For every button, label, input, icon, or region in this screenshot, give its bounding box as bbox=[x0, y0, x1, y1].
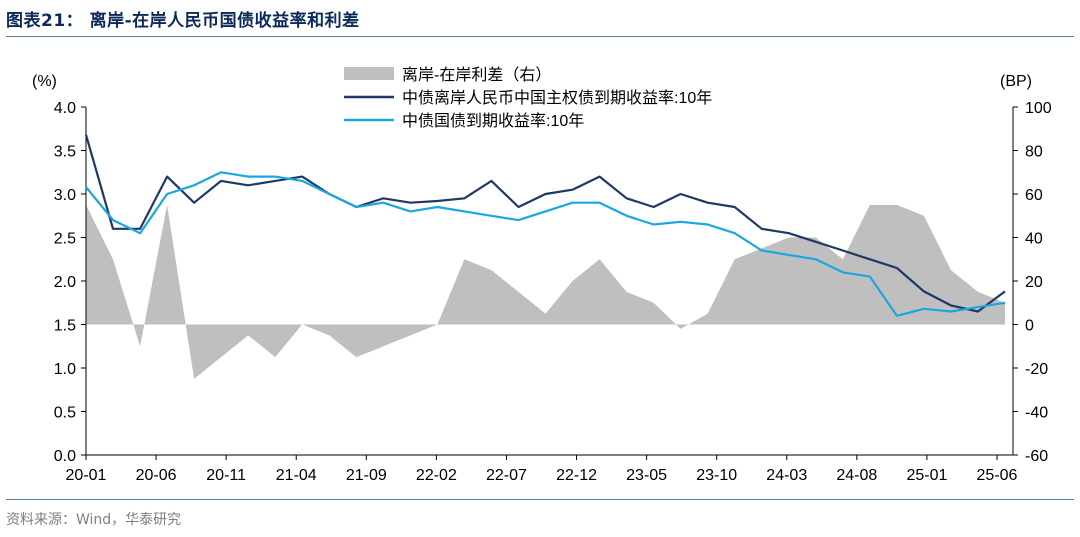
legend: 离岸-在岸利差（右） 中债离岸人民币中国主权债到期收益率:10年中债国债到期收益率… bbox=[344, 66, 712, 130]
left-unit-label: (%) bbox=[32, 73, 57, 90]
onshore-yield-line bbox=[85, 171, 1006, 317]
x-tick-label: 25-06 bbox=[977, 467, 1018, 484]
source-note: 资料来源：Wind，华泰研究 bbox=[6, 512, 182, 528]
right-tick-label: 40 bbox=[1025, 231, 1043, 248]
chart-title: 图表21： 离岸-在岸人民币国债收益率和利差 bbox=[6, 11, 360, 31]
x-tick-label: 20-11 bbox=[206, 467, 246, 484]
legend-item-onshore: 中债国债到期收益率:10年 bbox=[402, 112, 584, 130]
x-tick-label: 24-08 bbox=[836, 467, 877, 484]
left-tick-label: 3.0 bbox=[54, 187, 76, 204]
left-tick-label: 0.0 bbox=[54, 448, 76, 465]
right-unit-label: (BP) bbox=[1000, 73, 1032, 90]
left-tick-label: 1.0 bbox=[54, 361, 76, 378]
right-tick-label: 0 bbox=[1025, 318, 1034, 335]
left-tick-label: 1.5 bbox=[54, 318, 76, 335]
legend-swatch-spread bbox=[344, 67, 394, 80]
x-tick-label: 23-10 bbox=[696, 467, 737, 484]
axes-layer: 4.0 3.5 3.0 2.5 2.0 1.5 1.0 0.5 0.0 100 80 60 40 20 0 -… bbox=[32, 73, 1052, 484]
right-tick-label: -60 bbox=[1025, 448, 1048, 465]
left-tick-label: 4.0 bbox=[54, 100, 76, 117]
footer-rule bbox=[6, 499, 1074, 500]
offshore-yield-line bbox=[84, 134, 1006, 313]
x-tick-label: 22-12 bbox=[556, 467, 597, 484]
legend-item-spread: 离岸-在岸利差（右） bbox=[402, 66, 551, 84]
left-tick-label: 2.0 bbox=[54, 274, 76, 291]
right-tick-label: 60 bbox=[1025, 187, 1043, 204]
left-tick-label: 0.5 bbox=[54, 405, 76, 422]
x-tick-label: 25-01 bbox=[906, 467, 947, 484]
spread-area-layer bbox=[86, 204, 1005, 379]
right-tick-label: 80 bbox=[1025, 144, 1043, 161]
title-rule bbox=[6, 36, 1074, 37]
left-tick-label: 2.5 bbox=[54, 231, 76, 248]
x-tick-label: 23-05 bbox=[626, 467, 667, 484]
x-tick-label: 21-09 bbox=[346, 467, 387, 484]
x-tick-label: 20-06 bbox=[136, 467, 177, 484]
x-tick-label: 21-04 bbox=[276, 467, 317, 484]
right-tick-label: -40 bbox=[1025, 405, 1048, 422]
x-tick-label: 20-01 bbox=[66, 467, 107, 484]
right-tick-label: -20 bbox=[1025, 361, 1048, 378]
legend-item-offshore: 中债离岸人民币中国主权债到期收益率:10年 bbox=[402, 89, 712, 107]
spread-area bbox=[86, 204, 1005, 379]
x-tick-label: 24-03 bbox=[766, 467, 807, 484]
right-tick-label: 20 bbox=[1025, 274, 1043, 291]
chart-svg: 4.0 3.5 3.0 2.5 2.0 1.5 1.0 0.5 0.0 100 80 60 40 20 0 -… bbox=[32, 66, 1052, 484]
x-tick-label: 22-02 bbox=[416, 467, 457, 484]
lines-layer bbox=[84, 134, 1006, 317]
x-tick-label: 22-07 bbox=[486, 467, 527, 484]
left-tick-label: 3.5 bbox=[54, 144, 76, 161]
right-tick-label: 100 bbox=[1025, 100, 1052, 117]
